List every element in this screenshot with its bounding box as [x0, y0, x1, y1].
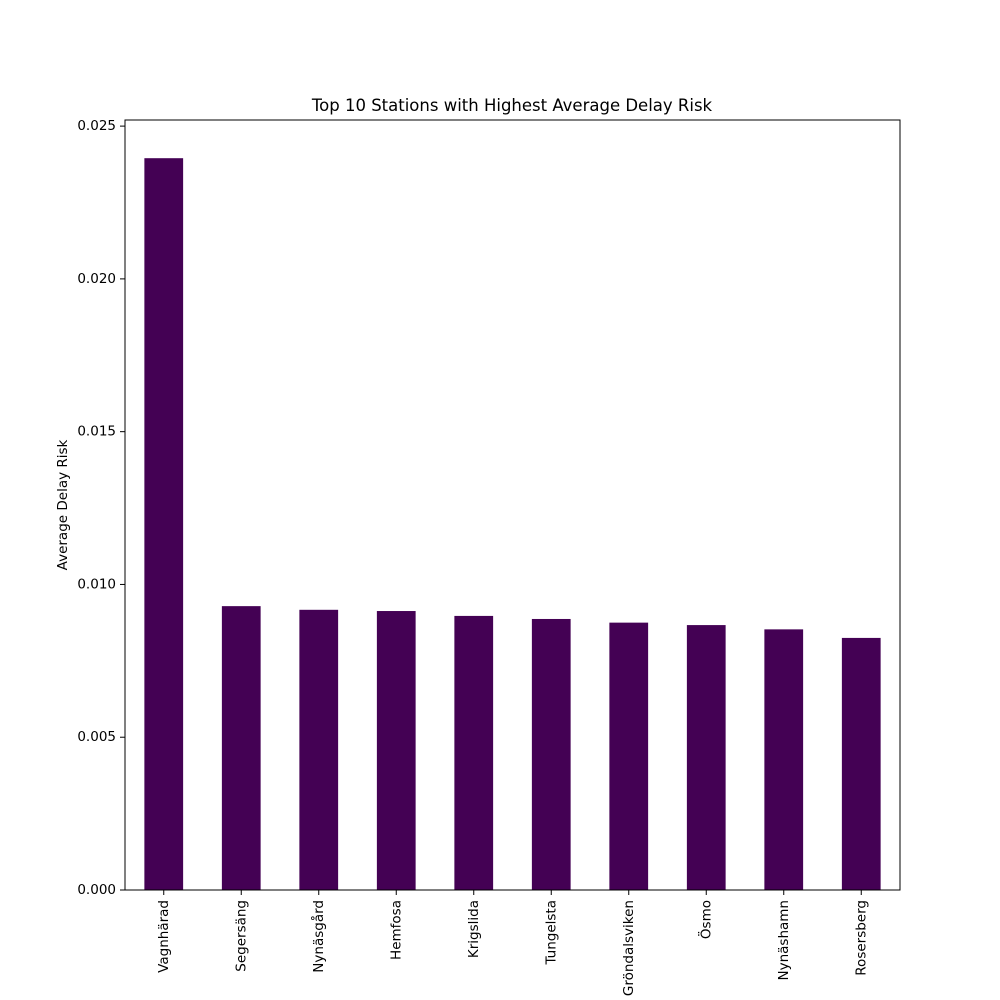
plot-frame	[124, 119, 901, 891]
x-tick-label: Hemfosa	[388, 900, 404, 960]
bar	[221, 606, 261, 890]
y-tick-label: 0.000	[77, 882, 116, 898]
bar	[531, 618, 571, 890]
y-tick-label: 0.020	[77, 271, 116, 287]
x-axis-ticks: Vagnhärad Segersäng Nynäsgård Hemfosa Krigsl…	[156, 890, 869, 996]
bar	[841, 637, 881, 890]
x-tick-label: Tungelsta	[543, 900, 559, 966]
y-tick-label: 0.015	[77, 424, 116, 440]
x-tick-label: Ösmo	[696, 900, 714, 939]
y-axis-label: Average Delay Risk	[55, 439, 71, 570]
bar	[299, 609, 339, 890]
y-tick-label: 0.010	[77, 576, 116, 592]
bar	[686, 625, 726, 890]
x-tick-label: Nynäshamn	[776, 900, 792, 981]
x-tick-label: Vagnhärad	[156, 900, 172, 973]
x-tick-label: Rosersberg	[853, 900, 869, 976]
bars-group	[144, 158, 881, 890]
bar	[144, 158, 184, 890]
x-tick-label: Gröndalsviken	[621, 900, 637, 996]
bar	[454, 615, 494, 890]
bar	[376, 611, 416, 890]
y-tick-label: 0.005	[77, 729, 116, 745]
y-tick-label: 0.025	[77, 118, 116, 134]
x-tick-label: Segersäng	[233, 900, 249, 972]
y-axis-ticks: 0.000 0.005 0.010 0.015 0.020 0.025	[77, 118, 125, 898]
chart-title: Top 10 Stations with Highest Average Del…	[311, 96, 713, 115]
x-tick-label: Krigslida	[466, 900, 482, 958]
bar	[764, 629, 804, 890]
x-tick-label: Nynäsgård	[310, 900, 327, 973]
bar	[609, 622, 649, 890]
